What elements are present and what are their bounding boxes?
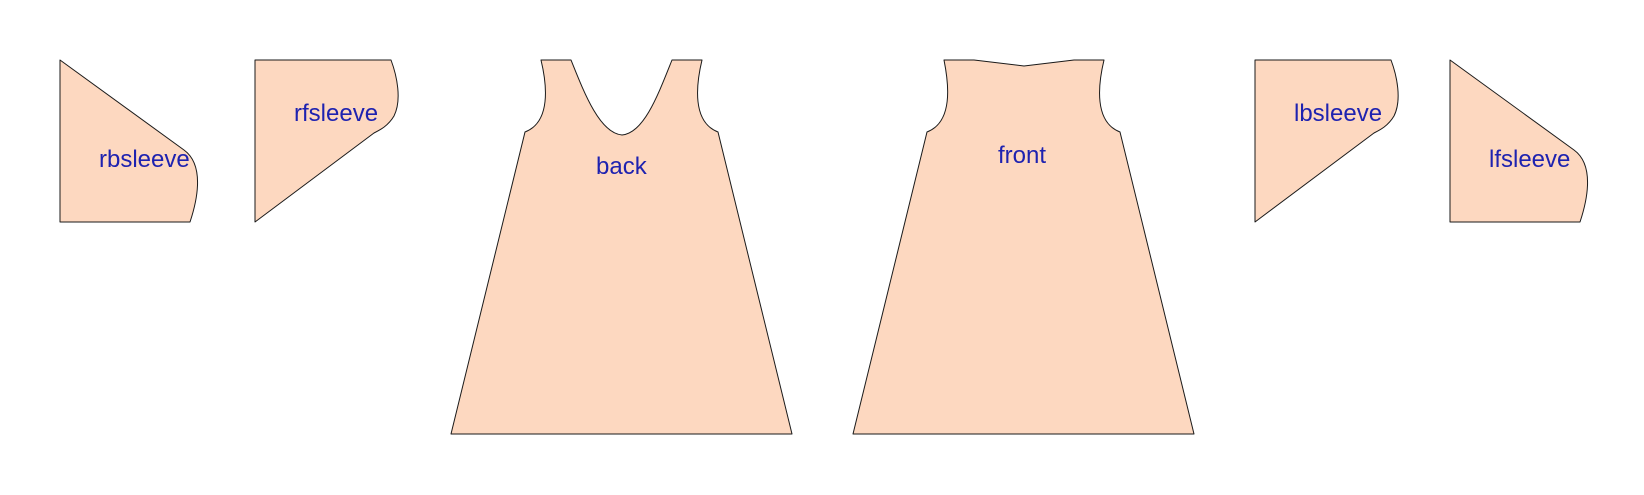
back-label: back <box>596 153 648 180</box>
lbsleeve-label: lbsleeve <box>1294 100 1382 127</box>
rbsleeve-label: rbsleeve <box>99 146 190 173</box>
back-shape <box>450 59 793 435</box>
back-piece: back <box>450 59 793 435</box>
rbsleeve-shape <box>59 59 198 223</box>
rbsleeve-piece: rbsleeve <box>59 59 198 223</box>
lbsleeve-shape <box>1254 59 1399 223</box>
rfsleeve-label: rfsleeve <box>294 100 378 127</box>
lfsleeve-piece: lfsleeve <box>1449 59 1588 223</box>
lbsleeve-piece: lbsleeve <box>1254 59 1399 223</box>
rfsleeve-piece: rfsleeve <box>254 59 399 223</box>
rfsleeve-shape <box>254 59 399 223</box>
front-piece: front <box>852 59 1195 435</box>
front-shape <box>852 59 1195 435</box>
lfsleeve-label: lfsleeve <box>1489 146 1570 173</box>
lfsleeve-shape <box>1449 59 1588 223</box>
front-label: front <box>998 142 1046 169</box>
